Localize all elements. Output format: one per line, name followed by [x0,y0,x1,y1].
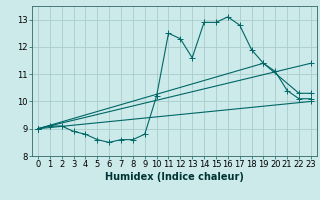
X-axis label: Humidex (Indice chaleur): Humidex (Indice chaleur) [105,172,244,182]
